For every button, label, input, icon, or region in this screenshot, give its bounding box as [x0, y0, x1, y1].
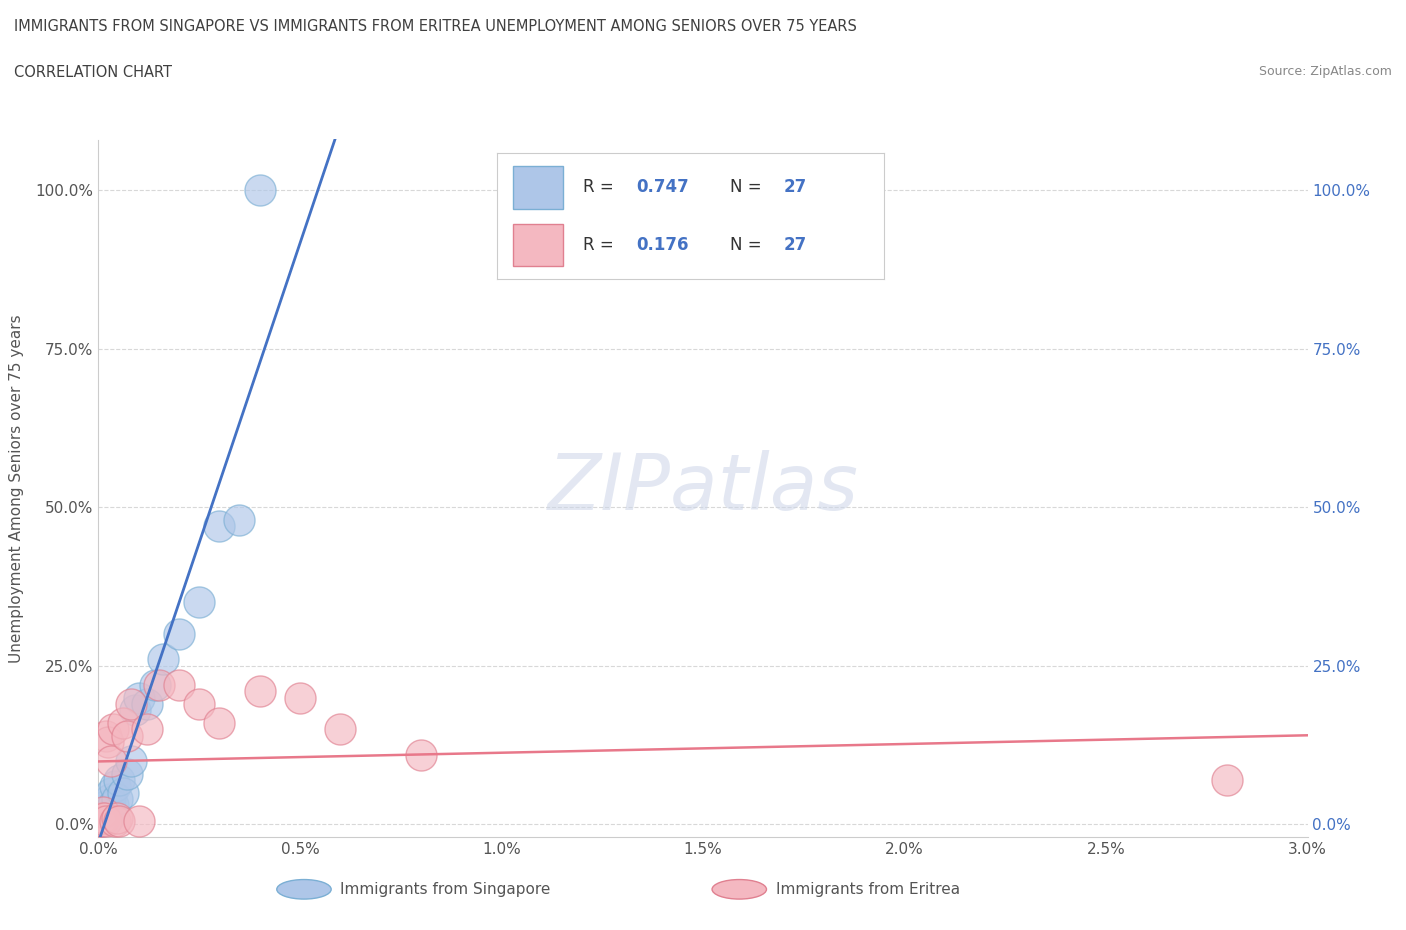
Point: [167, 627, 190, 642]
Point: [98, 791, 121, 806]
Point: [148, 677, 170, 692]
Point: [1216, 773, 1239, 788]
Point: [90, 811, 112, 826]
Point: [188, 595, 211, 610]
Point: [143, 677, 166, 692]
Point: [89, 811, 111, 826]
Y-axis label: Unemployment Among Seniors over 75 years: Unemployment Among Seniors over 75 years: [10, 314, 24, 662]
Point: [96, 728, 118, 743]
Point: [91, 814, 114, 829]
Point: [93, 811, 115, 826]
Point: [128, 690, 150, 705]
Text: CORRELATION CHART: CORRELATION CHART: [14, 65, 172, 80]
Point: [100, 785, 122, 800]
Point: [91, 804, 114, 819]
Text: Immigrants from Eritrea: Immigrants from Eritrea: [776, 882, 960, 897]
Text: ZIPatlas: ZIPatlas: [547, 450, 859, 526]
Point: [111, 715, 134, 730]
Point: [97, 735, 120, 750]
Point: [103, 778, 125, 793]
Text: Immigrants from Singapore: Immigrants from Singapore: [340, 882, 551, 897]
Ellipse shape: [277, 880, 332, 899]
Text: IMMIGRANTS FROM SINGAPORE VS IMMIGRANTS FROM ERITREA UNEMPLOYMENT AMONG SENIORS : IMMIGRANTS FROM SINGAPORE VS IMMIGRANTS …: [14, 19, 856, 33]
Point: [115, 728, 138, 743]
Point: [249, 684, 271, 698]
Point: [135, 697, 157, 711]
Point: [409, 747, 432, 762]
Point: [288, 690, 311, 705]
Point: [96, 804, 118, 819]
Point: [96, 798, 118, 813]
Text: Source: ZipAtlas.com: Source: ZipAtlas.com: [1258, 65, 1392, 78]
Point: [94, 811, 117, 826]
Point: [120, 753, 142, 768]
Point: [329, 722, 352, 737]
Point: [135, 722, 157, 737]
Point: [167, 677, 190, 692]
Point: [101, 722, 124, 737]
Point: [249, 183, 271, 198]
Point: [91, 807, 114, 822]
Point: [107, 814, 129, 829]
Point: [124, 703, 146, 718]
Point: [91, 814, 114, 829]
Point: [105, 791, 128, 806]
Point: [128, 814, 150, 829]
Point: [107, 773, 129, 788]
Point: [94, 814, 117, 829]
Point: [228, 512, 250, 527]
Point: [120, 697, 142, 711]
Point: [93, 804, 115, 819]
Point: [208, 715, 231, 730]
Point: [105, 811, 128, 826]
Point: [115, 766, 138, 781]
Ellipse shape: [711, 880, 766, 899]
Point: [208, 519, 231, 534]
Point: [89, 814, 111, 829]
Point: [97, 811, 120, 826]
Point: [101, 798, 124, 813]
Point: [152, 652, 174, 667]
Point: [103, 814, 125, 829]
Point: [188, 697, 211, 711]
Point: [111, 785, 134, 800]
Point: [100, 753, 122, 768]
